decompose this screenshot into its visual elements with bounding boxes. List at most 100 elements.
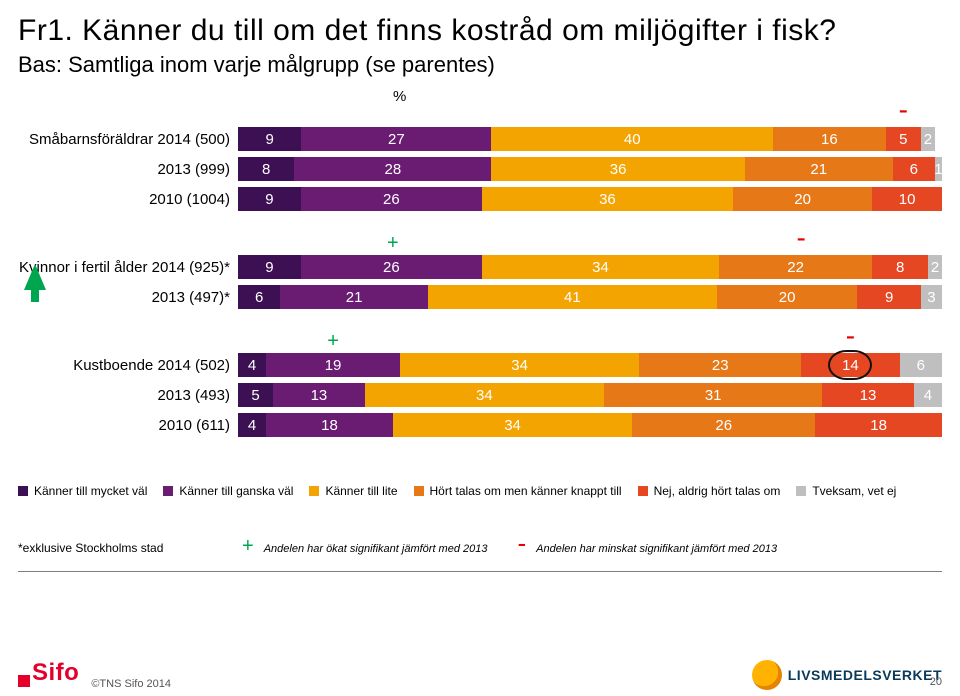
bar-row: Småbarnsföräldrar 2014 (500)927401652	[18, 126, 942, 152]
livsmedelsverket-logo: LIVSMEDELSVERKET	[752, 660, 942, 690]
row-label: 2013 (493)	[18, 387, 238, 404]
stacked-bar: 926342282	[238, 255, 942, 279]
legend-item: Känner till ganska väl	[163, 484, 293, 498]
legend-item: Tveksam, vet ej	[796, 484, 896, 498]
bar-segment: 36	[482, 187, 733, 211]
bar-segment: 27	[301, 127, 491, 151]
bar-segment: 18	[266, 413, 393, 437]
bar-segment: 4	[238, 413, 266, 437]
legend-swatch	[796, 486, 806, 496]
bar-segment: 21	[280, 285, 428, 309]
stacked-bar: 828362161	[238, 157, 942, 181]
percent-symbol: %	[393, 88, 406, 105]
bar-row: 2013 (493)5133431134	[18, 382, 942, 408]
bar-segment: 26	[632, 413, 815, 437]
legend-label: Känner till mycket väl	[34, 484, 147, 498]
sun-icon	[752, 660, 782, 690]
row-label: Kvinnor i fertil ålder 2014 (925)*	[18, 259, 238, 276]
bar-segment: 16	[773, 127, 886, 151]
bar-segment: 20	[717, 285, 858, 309]
bar-row: 2010 (1004)926362010	[18, 186, 942, 212]
bar-segment: 1	[935, 157, 942, 181]
stacked-bar: 621412093	[238, 285, 942, 309]
bar-segment: 6	[893, 157, 935, 181]
row-label: 2013 (999)	[18, 161, 238, 178]
bar-segment: 13	[273, 383, 365, 407]
row-label: 2010 (1004)	[18, 191, 238, 208]
bar-segment: 28	[294, 157, 491, 181]
footnote-plus-symbol: +	[242, 535, 254, 558]
minus-annotation: -	[797, 222, 806, 254]
legend-swatch	[309, 486, 319, 496]
stacked-bar: 418342618	[238, 413, 942, 437]
stacked-bar: 5133431134	[238, 383, 942, 407]
bar-segment: 5	[886, 127, 921, 151]
bar-segment: 34	[400, 353, 639, 377]
legend-label: Känner till ganska väl	[179, 484, 293, 498]
bar-row: Kvinnor i fertil ålder 2014 (925)*926342…	[18, 254, 942, 280]
arrow-up-icon	[24, 264, 46, 290]
footnote-left: *exklusive Stockholms stad	[18, 541, 228, 555]
footnote-minus-text: Andelen har minskat signifikant jämfört …	[536, 543, 777, 555]
copyright: ©TNS Sifo 2014	[91, 678, 171, 690]
bar-segment: 3	[921, 285, 942, 309]
page-subtitle: Bas: Samtliga inom varje målgrupp (se pa…	[18, 52, 942, 78]
bar-row: Kustboende 2014 (502)4193423146	[18, 352, 942, 378]
row-label: 2013 (497)*	[18, 289, 238, 306]
legend-label: Känner till lite	[325, 484, 397, 498]
bar-row: 2010 (611)418342618	[18, 412, 942, 438]
footnote-plus-text: Andelen har ökat signifikant jämfört med…	[264, 543, 488, 555]
bar-row: 2013 (999)828362161	[18, 156, 942, 182]
stacked-bar-chart: % -Småbarnsföräldrar 2014 (500)927401652…	[18, 108, 942, 440]
bar-segment: 41	[428, 285, 717, 309]
stacked-bar: 4193423146	[238, 353, 942, 377]
legend-item: Nej, aldrig hört talas om	[638, 484, 781, 498]
bar-segment: 9	[238, 127, 301, 151]
bar-segment: 19	[266, 353, 400, 377]
footnote-minus-symbol: -	[518, 528, 527, 559]
sifo-logo: Sifo	[18, 659, 79, 687]
bar-segment: 6	[238, 285, 280, 309]
stacked-bar: 927401652	[238, 127, 942, 151]
legend: Känner till mycket väl Känner till ganska…	[18, 484, 942, 498]
bar-segment: 8	[872, 255, 928, 279]
bar-segment: 20	[733, 187, 872, 211]
bar-segment: 6	[900, 353, 942, 377]
stacked-bar: 926362010	[238, 187, 942, 211]
bar-segment: 40	[491, 127, 773, 151]
legend-item: Känner till lite	[309, 484, 397, 498]
legend-label: Tveksam, vet ej	[812, 484, 896, 498]
slide: Fr1. Känner du till om det finns kostråd…	[0, 0, 960, 696]
bar-segment: 9	[857, 285, 920, 309]
bar-segment: 34	[393, 413, 632, 437]
bar-segment: 34	[365, 383, 604, 407]
bar-segment: 8	[238, 157, 294, 181]
plus-annotation: +	[327, 330, 339, 353]
bar-segment: 36	[491, 157, 744, 181]
bar-segment: 26	[301, 187, 482, 211]
legend-label: Nej, aldrig hört talas om	[654, 484, 781, 498]
legend-item: Hört talas om men känner knappt till	[414, 484, 622, 498]
livsmedelsverket-text: LIVSMEDELSVERKET	[788, 667, 942, 683]
bar-segment: 2	[928, 255, 942, 279]
bar-segment: 9	[238, 187, 301, 211]
row-label: 2010 (611)	[18, 417, 238, 434]
minus-annotation: -	[846, 320, 855, 352]
bar-segment: 4	[914, 383, 942, 407]
bar-segment: 34	[482, 255, 719, 279]
footnote: *exklusive Stockholms stad + Andelen har…	[18, 528, 942, 559]
bar-segment: 21	[745, 157, 893, 181]
legend-swatch	[414, 486, 424, 496]
divider	[18, 571, 942, 572]
legend-swatch	[18, 486, 28, 496]
row-label: Småbarnsföräldrar 2014 (500)	[18, 131, 238, 148]
bar-segment: 5	[238, 383, 273, 407]
bar-row: 2013 (497)*621412093	[18, 284, 942, 310]
legend-item: Känner till mycket väl	[18, 484, 147, 498]
row-label: Kustboende 2014 (502)	[18, 357, 238, 374]
sifo-text: Sifo	[32, 659, 79, 687]
circle-annotation	[828, 350, 872, 380]
sifo-square-icon	[18, 675, 30, 687]
page-title: Fr1. Känner du till om det finns kostråd…	[18, 14, 942, 48]
bar-segment: 10	[872, 187, 942, 211]
